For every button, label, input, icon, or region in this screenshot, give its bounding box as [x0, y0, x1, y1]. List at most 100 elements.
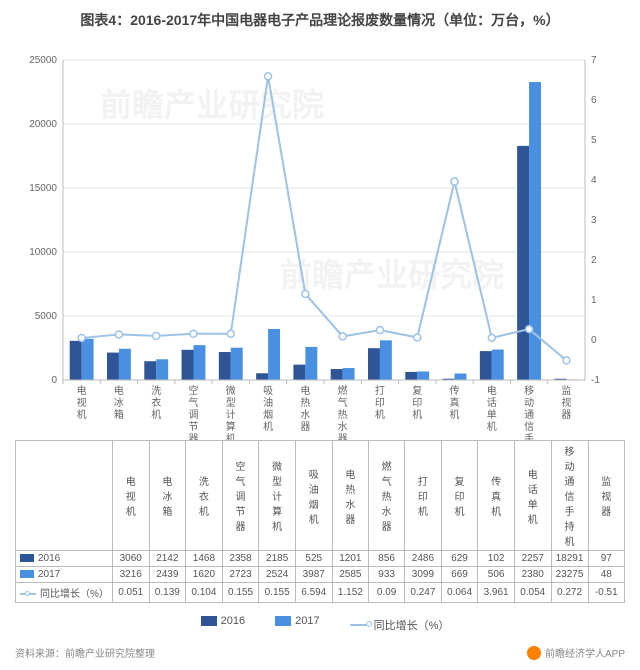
table-cell: 2142: [149, 551, 186, 567]
table-col-header: 吸油烟机: [295, 441, 332, 551]
table-row-header: 2016: [16, 551, 113, 567]
svg-text:热: 热: [300, 396, 310, 409]
svg-text:机: 机: [77, 408, 87, 421]
table-cell: 102: [478, 551, 515, 567]
svg-text:水: 水: [300, 409, 310, 421]
table-cell: 2358: [222, 551, 259, 567]
footer: 资料来源：前瞻产业研究院整理 前瞻经济学人APP: [15, 645, 625, 660]
table-cell: 933: [369, 567, 405, 583]
svg-text:水: 水: [338, 421, 348, 433]
svg-text:真: 真: [450, 396, 460, 409]
table-col-header: 传真机: [478, 441, 515, 551]
svg-text:机: 机: [487, 420, 497, 433]
svg-text:打: 打: [375, 384, 385, 397]
svg-text:洗: 洗: [151, 385, 161, 397]
table-col-header: 电话单机: [514, 441, 551, 551]
table-cell: 629: [441, 551, 478, 567]
svg-text:器: 器: [561, 409, 571, 421]
svg-text:1: 1: [591, 295, 597, 306]
svg-text:信: 信: [524, 421, 534, 433]
svg-text:2: 2: [591, 255, 597, 266]
svg-text:电: 电: [300, 384, 310, 397]
table-col-header: 监视器: [588, 441, 625, 551]
table-cell: 1201: [332, 551, 369, 567]
chart-plot: 0500010000150002000025000-101234567电视机电冰…: [15, 50, 625, 440]
table-cell: 3.961: [478, 583, 515, 603]
svg-text:电: 电: [77, 384, 87, 397]
table-cell: 525: [295, 551, 332, 567]
svg-text:调: 调: [189, 409, 199, 421]
svg-text:空: 空: [189, 384, 199, 397]
table-col-header: 移动通信手持机: [551, 441, 588, 551]
table-row-header: 2017: [16, 567, 113, 583]
table-cell: 0.155: [222, 583, 259, 603]
svg-text:箱: 箱: [114, 408, 124, 421]
table-col-header: 复印机: [441, 441, 478, 551]
table-cell: 0.272: [551, 583, 588, 603]
svg-text:机: 机: [226, 432, 236, 440]
table-col-header: 空气调节器: [222, 441, 259, 551]
table-cell: 0.139: [149, 583, 186, 603]
svg-text:烟: 烟: [263, 408, 273, 421]
table-cell: 2380: [514, 567, 551, 583]
svg-text:机: 机: [450, 408, 460, 421]
chart-svg: 0500010000150002000025000-101234567电视机电冰…: [15, 50, 625, 440]
svg-text:型: 型: [226, 396, 236, 409]
svg-text:20000: 20000: [29, 119, 57, 130]
svg-text:5: 5: [591, 135, 597, 146]
table-cell: 97: [588, 551, 625, 567]
svg-text:6: 6: [591, 95, 597, 106]
svg-text:节: 节: [189, 421, 199, 433]
svg-text:0: 0: [591, 335, 597, 346]
svg-text:机: 机: [412, 408, 422, 421]
svg-text:器: 器: [189, 433, 199, 440]
table-cell: 3099: [405, 567, 442, 583]
svg-text:算: 算: [226, 420, 236, 433]
table-col-header: 电冰箱: [149, 441, 186, 551]
svg-text:复: 复: [412, 384, 422, 397]
table-col-header: 电热水器: [332, 441, 369, 551]
table-cell: 1620: [186, 567, 223, 583]
svg-text:通: 通: [524, 409, 534, 421]
table-col-header: 微型计算机: [259, 441, 296, 551]
source-text: 资料来源：前瞻产业研究院整理: [15, 645, 155, 660]
svg-text:移: 移: [524, 384, 534, 397]
svg-text:印: 印: [412, 397, 422, 409]
svg-text:机: 机: [151, 408, 161, 421]
svg-text:单: 单: [487, 409, 497, 421]
chart-title: 图表4：2016-2017年中国电器电子产品理论报废数量情况（单位：万台，%）: [15, 10, 625, 30]
table-cell: 2439: [149, 567, 186, 583]
svg-text:衣: 衣: [151, 396, 161, 409]
data-table: 电视机电冰箱洗衣机空气调节器微型计算机吸油烟机电热水器燃气热水器打印机复印机传真…: [15, 440, 625, 603]
svg-text:机: 机: [375, 408, 385, 421]
table-cell: 2486: [405, 551, 442, 567]
table-cell: 2257: [514, 551, 551, 567]
table-cell: 1468: [186, 551, 223, 567]
legend-item: 2016: [191, 615, 245, 627]
table-cell: 0.051: [112, 583, 149, 603]
svg-text:10000: 10000: [29, 247, 57, 258]
svg-text:燃: 燃: [338, 384, 348, 397]
table-cell: 48: [588, 567, 625, 583]
legend-item: 2017: [265, 615, 319, 627]
svg-text:器: 器: [300, 421, 310, 433]
svg-text:气: 气: [338, 396, 348, 409]
svg-text:手: 手: [524, 432, 534, 440]
table-cell: 6.594: [295, 583, 332, 603]
table-cell: 0.247: [405, 583, 442, 603]
table-cell: 856: [369, 551, 405, 567]
svg-text:25000: 25000: [29, 55, 57, 66]
table-cell: 3987: [295, 567, 332, 583]
svg-text:冰: 冰: [114, 396, 124, 409]
svg-text:电: 电: [487, 384, 497, 397]
table-cell: -0.51: [588, 583, 625, 603]
legend-item: 同比增长（%）: [340, 617, 450, 633]
legend: 2016 2017 同比增长（%）: [15, 615, 625, 633]
svg-text:15000: 15000: [29, 183, 57, 194]
svg-text:动: 动: [524, 397, 534, 409]
table-cell: 2723: [222, 567, 259, 583]
svg-text:机: 机: [263, 420, 273, 433]
table-col-header: 洗衣机: [186, 441, 223, 551]
table-cell: 23275: [551, 567, 588, 583]
table-row-header: 同比增长（%）: [16, 583, 113, 603]
